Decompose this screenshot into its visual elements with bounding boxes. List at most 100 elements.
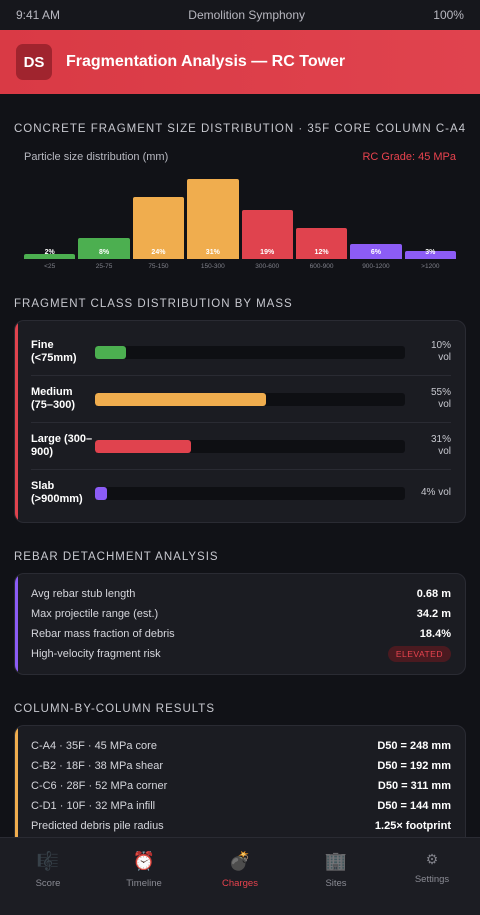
- tab-timeline[interactable]: ⏰ Timeline: [96, 838, 192, 915]
- histogram-bar: 31%: [187, 179, 239, 259]
- kv-row: C-C6 · 28F · 52 MPa corner D50 = 311 mm: [31, 776, 451, 796]
- histogram-bar: 2%: [24, 249, 76, 259]
- section-title-class-distribution: FRAGMENT CLASS DISTRIBUTION BY MASS: [14, 298, 293, 310]
- class-bar-fill: [95, 439, 192, 453]
- class-row-large: Large (300–900) 31% vol: [31, 423, 451, 470]
- kv-row: Predicted debris pile radius 1.25× footp…: [31, 816, 451, 836]
- bar-value-label: 12%: [314, 249, 329, 256]
- tab-score[interactable]: 🎼 Score: [0, 838, 96, 915]
- kv-value: D50 = 192 mm: [377, 760, 451, 772]
- histogram-bar: 24%: [132, 197, 185, 259]
- kv-row: Avg rebar stub length 0.68 m: [31, 584, 451, 604]
- kv-label: C-B2 · 18F · 38 MPa shear: [31, 760, 164, 772]
- kv-label: High-velocity fragment risk: [31, 648, 161, 660]
- histogram-header: Particle size distribution (mm) RC Grade…: [14, 151, 466, 163]
- kv-value: D50 = 311 mm: [377, 780, 451, 792]
- kv-value: 18.4%: [419, 628, 451, 640]
- class-label: Medium (75–300): [31, 386, 76, 411]
- tab-bar: 🎼 Score ⏰ Timeline 💣 Charges 🏢 Sites ⚙ S…: [0, 837, 480, 915]
- histogram-bar: 6%: [350, 244, 402, 259]
- class-label: Slab (>900mm): [31, 480, 83, 505]
- bar-value-label: 31%: [205, 249, 220, 256]
- class-bar-track: [95, 345, 405, 359]
- kv-row: C-B2 · 18F · 38 MPa shear D50 = 192 mm: [31, 756, 451, 776]
- rc-grade-label: RC Grade: 45 MPa: [362, 151, 456, 163]
- histogram-bar: 3%: [404, 249, 456, 259]
- page-title: Fragmentation Analysis — RC Tower: [66, 53, 346, 70]
- histogram-tick-label: 25-75: [95, 263, 113, 270]
- class-bar-track: [95, 439, 405, 453]
- kv-label: Max projectile range (est.): [31, 608, 159, 620]
- kv-row: Max projectile range (est.) 34.2 m: [31, 604, 451, 624]
- music-score-icon: 🎼: [36, 851, 60, 871]
- tab-label: Score: [35, 878, 61, 889]
- kv-value: 34.2 m: [416, 608, 451, 620]
- histogram-ticks: <25 25-75 75-150 150-300 300-600 600-900 900-1…: [24, 263, 456, 270]
- tab-label: Charges: [222, 878, 258, 889]
- avatar[interactable]: DS: [16, 44, 52, 80]
- kv-row: C-D1 · 10F · 32 MPa infill D50 = 144 mm: [31, 796, 451, 816]
- histogram-caption: Particle size distribution (mm): [24, 151, 169, 163]
- app-header: DS Fragmentation Analysis — RC Tower: [0, 30, 480, 94]
- bar-value-label: 6%: [370, 249, 381, 256]
- class-value: 31% vol: [430, 434, 451, 457]
- class-bar-track: [95, 486, 405, 500]
- status-app-name: Demolition Symphony: [188, 8, 306, 22]
- kv-row: High-velocity fragment risk ELEVATED: [31, 644, 451, 664]
- status-bar: 9:41 AM Demolition Symphony 100%: [0, 0, 480, 30]
- kv-value: 1.25× footprint: [374, 820, 451, 832]
- histogram-tick-label: <25: [44, 263, 56, 270]
- building-icon: 🏢: [324, 851, 348, 871]
- kv-row: Rebar mass fraction of debris 18.4%: [31, 624, 451, 644]
- tab-label: Sites: [325, 878, 347, 889]
- kv-label: Rebar mass fraction of debris: [31, 628, 175, 640]
- bar-value-label: 3%: [425, 249, 436, 256]
- gear-icon: ⚙: [425, 851, 439, 867]
- bar-value-label: 19%: [260, 249, 275, 256]
- tab-label: Timeline: [126, 878, 162, 889]
- class-value: 10% vol: [430, 340, 451, 363]
- class-bar-fill: [95, 486, 108, 500]
- histogram-tick-label: 600-900: [309, 263, 334, 270]
- histogram-bar: 8%: [78, 238, 130, 259]
- kv-label: C-D1 · 10F · 32 MPa infill: [31, 800, 156, 812]
- histogram-tick-label: 900-1200: [362, 263, 390, 270]
- bar-value-label: 24%: [151, 249, 166, 256]
- histogram-bar: 19%: [241, 210, 293, 259]
- tab-sites[interactable]: 🏢 Sites: [288, 838, 384, 915]
- kv-value: D50 = 144 mm: [377, 800, 451, 812]
- class-row-fine: Fine (<75mm) 10% vol: [31, 329, 451, 376]
- tab-charges[interactable]: 💣 Charges: [192, 838, 288, 915]
- class-value: 55% vol: [430, 387, 451, 410]
- section-title-rebar: REBAR DETACHMENT ANALYSIS: [14, 551, 219, 563]
- class-row-slab: Slab (>900mm) 4% vol: [31, 470, 451, 516]
- class-row-medium: Medium (75–300) 55% vol: [31, 376, 451, 423]
- kv-label: Predicted debris pile radius: [31, 820, 164, 832]
- kv-label: C-A4 · 35F · 45 MPa core: [31, 740, 157, 752]
- class-distribution-card: Fine (<75mm) 10% vol Medium (75–300) 55%…: [14, 320, 466, 523]
- status-time: 9:41 AM: [16, 8, 61, 22]
- histogram-tick-label: 300-600: [255, 263, 280, 270]
- histogram-bar: 12%: [295, 228, 348, 259]
- main-content: CONCRETE FRAGMENT SIZE DISTRIBUTION · 35…: [0, 123, 480, 847]
- class-value: 4% vol: [420, 487, 451, 498]
- bar-value-label: 8%: [99, 249, 110, 256]
- histogram-tick-label: 75-150: [148, 263, 169, 270]
- bar-value-label: 2%: [44, 249, 55, 256]
- class-label: Large (300–900): [31, 433, 93, 458]
- kv-label: C-C6 · 28F · 52 MPa corner: [31, 780, 168, 792]
- kv-value: 0.68 m: [416, 588, 451, 600]
- tab-settings[interactable]: ⚙ Settings: [384, 838, 480, 915]
- size-histogram: 2% 8% 24% 31% 19% 12% 6% 3%: [24, 171, 456, 259]
- tab-label: Settings: [414, 874, 450, 885]
- kv-label: Avg rebar stub length: [31, 588, 136, 600]
- class-bar-fill: [95, 345, 126, 359]
- section-title-size-distribution: CONCRETE FRAGMENT SIZE DISTRIBUTION · 35…: [14, 123, 467, 135]
- class-bar-fill: [95, 392, 266, 406]
- histogram-tick-label: >1200: [421, 263, 440, 270]
- kv-value: D50 = 248 mm: [377, 740, 451, 752]
- kv-row: C-A4 · 35F · 45 MPa core D50 = 248 mm: [31, 736, 451, 756]
- rebar-analysis-card: Avg rebar stub length 0.68 m Max project…: [14, 573, 466, 675]
- histogram-bars: 2% 8% 24% 31% 19% 12% 6% 3%: [24, 171, 456, 259]
- risk-badge: ELEVATED: [387, 646, 451, 662]
